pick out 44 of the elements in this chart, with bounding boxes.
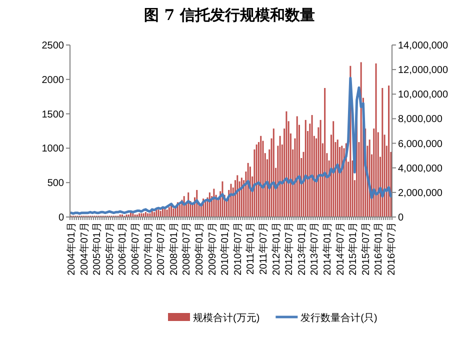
x-tick-label: 2005年01月: [91, 222, 104, 276]
y2-tick-label: 0: [398, 212, 404, 224]
x-tick-label: 2014年01月: [321, 222, 334, 276]
x-tick-label: 2011年07月: [257, 222, 270, 275]
y2-tick-label: 12,000,000: [398, 65, 448, 76]
x-tick-label: 2005年07月: [104, 222, 116, 276]
x-tick-label: 2009年07月: [206, 222, 218, 276]
x-tick-label: 2008年07月: [180, 222, 193, 276]
chart-title: 图 7 信托发行规模和数量: [144, 6, 315, 24]
y-tick-label: 500: [47, 178, 64, 190]
y-tick-label: 2500: [42, 40, 64, 52]
x-tick-label: 2012年07月: [283, 222, 296, 276]
y-tick-label: 1000: [42, 144, 64, 155]
y2-tick-label: 14,000,000: [398, 40, 448, 52]
x-tick-label: 2010年07月: [232, 222, 244, 276]
y2-tick-label: 2,000,000: [398, 188, 443, 199]
legend-label: 规模合计(万元): [193, 312, 260, 324]
x-tick-label: 2006年01月: [116, 222, 129, 276]
x-tick-label: 2007年01月: [142, 222, 154, 276]
x-tick-label: 2016年07月: [385, 222, 398, 276]
legend-label: 发行数量合计(只): [300, 312, 378, 324]
x-tick-label: 2013年07月: [308, 222, 321, 276]
line-series: [70, 76, 392, 215]
y-tick-label: 1500: [42, 109, 64, 120]
x-tick-label: 2009年01月: [194, 222, 206, 276]
y-tick-label: 2000: [42, 74, 64, 86]
x-tick-label: 2011年01月: [244, 222, 257, 275]
y2-tick-label: 6,000,000: [398, 138, 443, 150]
x-tick-label: 2004年01月: [66, 222, 78, 276]
x-tick-label: 2006年07月: [130, 222, 142, 276]
y-tick-label: 0: [58, 212, 64, 224]
x-tick-label: 2015年01月: [347, 222, 360, 276]
x-tick-label: 2015年07月: [360, 222, 372, 276]
y2-tick-label: 4,000,000: [398, 163, 443, 174]
x-tick-label: 2013年01月: [296, 222, 308, 276]
x-tick-label: 2012年01月: [270, 222, 282, 276]
x-tick-label: 2008年01月: [168, 222, 180, 276]
x-tick-label: 2014年07月: [334, 222, 346, 276]
x-tick-label: 2010年01月: [219, 222, 232, 276]
x-tick-label: 2016年01月: [372, 222, 385, 276]
x-tick-label: 2004年07月: [78, 222, 90, 276]
y2-tick-label: 10,000,000: [398, 90, 448, 101]
y2-tick-label: 8,000,000: [398, 114, 443, 126]
x-tick-label: 2007年07月: [155, 222, 168, 276]
